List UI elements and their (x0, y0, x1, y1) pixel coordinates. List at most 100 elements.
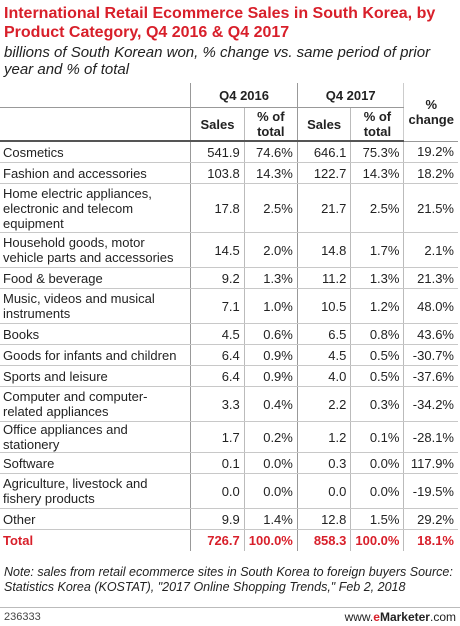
header-pct-total-2016: % of total (243, 107, 298, 142)
cell-category: Food & beverage (0, 267, 191, 289)
cell-pct-change: 48.0% (403, 288, 458, 324)
cell-pct-total-2016: 74.6% (243, 141, 298, 163)
cell-pct-change: 29.2% (403, 508, 458, 530)
cell-sales-2017: 0.0 (296, 473, 351, 509)
cell-sales-2016: 541.9 (190, 141, 245, 163)
cell-pct-total-2017: 1.7% (350, 232, 404, 268)
cell-pct-change: -28.1% (403, 421, 458, 453)
cell-pct-change: 43.6% (403, 323, 458, 345)
cell-pct-change: 21.3% (403, 267, 458, 289)
cell-category: Music, videos and musical instruments (0, 288, 191, 324)
sub-header-row: Sales % of total Sales % of total (0, 107, 458, 142)
cell-sales-2016: 0.1 (190, 452, 245, 474)
cell-sales-2017: 4.5 (296, 344, 351, 366)
cell-pct-change: -37.6% (403, 365, 458, 387)
header-pct-total-2017: % of total (350, 107, 404, 142)
cell-sales-2017: 4.0 (296, 365, 351, 387)
table-row: Software 0.1 0.0% 0.3 0.0% 117.9% (0, 452, 458, 474)
cell-pct-change: 18.2% (403, 162, 458, 184)
cell-pct-total-2017: 0.1% (350, 421, 404, 453)
cell-sales-2016: 6.4 (190, 365, 245, 387)
cell-sales-2016: 6.4 (190, 344, 245, 366)
cell-category: Household goods, motor vehicle parts and… (0, 232, 191, 268)
cell-pct-change: -19.5% (403, 473, 458, 509)
cell-sales-2017: 1.2 (296, 421, 351, 453)
brand-suffix: .com (429, 610, 456, 624)
cell-pct-total-2017: 100.0% (350, 529, 404, 551)
cell-pct-total-2016: 2.0% (243, 232, 298, 268)
table-row: Computer and computer-related appliances… (0, 386, 458, 422)
cell-pct-total-2016: 0.2% (243, 421, 298, 453)
cell-pct-total-2017: 1.5% (350, 508, 404, 530)
cell-sales-2016: 9.9 (190, 508, 245, 530)
chart-header: International Retail Ecommerce Sales in … (4, 4, 456, 78)
cell-pct-total-2016: 0.0% (243, 473, 298, 509)
chart-title: International Retail Ecommerce Sales in … (4, 5, 436, 41)
cell-pct-change: 19.2% (403, 141, 458, 163)
cell-sales-2017: 646.1 (296, 141, 351, 163)
cell-sales-2016: 7.1 (190, 288, 245, 324)
cell-pct-total-2017: 0.8% (350, 323, 404, 345)
cell-pct-total-2016: 0.0% (243, 452, 298, 474)
cell-pct-total-2016: 1.0% (243, 288, 298, 324)
brand-prefix: www. (344, 610, 374, 624)
cell-pct-total-2016: 2.5% (243, 183, 298, 233)
group-header-row: Q4 2016 Q4 2017 % change (0, 83, 458, 142)
cell-sales-2016: 1.7 (190, 421, 245, 453)
footer: 236333 www.eMarketer.com (0, 607, 460, 626)
cell-category: Fashion and accessories (0, 162, 191, 184)
cell-category: Books (0, 323, 191, 345)
cell-sales-2016: 14.5 (190, 232, 245, 268)
table-row: Music, videos and musical instruments 7.1… (0, 288, 458, 324)
table-row: Goods for infants and children 6.4 0.9% 4.5… (0, 344, 458, 366)
cell-pct-change: 21.5% (403, 183, 458, 233)
cell-pct-total-2016: 0.9% (243, 344, 298, 366)
table-row: Office appliances and stationery 1.7 0.2% 1… (0, 421, 458, 453)
cell-sales-2016: 9.2 (190, 267, 245, 289)
cell-pct-total-2017: 1.3% (350, 267, 404, 289)
header-q4-2017: Q4 2017 (296, 83, 404, 108)
cell-category: Agriculture, livestock and fishery produ… (0, 473, 191, 509)
cell-sales-2016: 103.8 (190, 162, 245, 184)
table-row: Home electric appliances, electronic and… (0, 183, 458, 233)
table-body: Cosmetics 541.9 74.6% 646.1 75.3% 19.2% Fashio… (0, 141, 458, 551)
cell-sales-2017: 2.2 (296, 386, 351, 422)
table-row: Fashion and accessories 103.8 14.3% 122.7 14… (0, 162, 458, 184)
cell-pct-total-2017: 0.5% (350, 344, 404, 366)
cell-pct-change: -34.2% (403, 386, 458, 422)
cell-sales-2017: 10.5 (296, 288, 351, 324)
cell-sales-2017: 858.3 (296, 529, 351, 551)
header-q4-2016: Q4 2016 (190, 83, 298, 108)
table-row: Books 4.5 0.6% 6.5 0.8% 43.6% (0, 323, 458, 345)
brand-name: Marketer (379, 610, 430, 624)
cell-pct-change: 2.1% (403, 232, 458, 268)
cell-pct-total-2016: 0.9% (243, 365, 298, 387)
cell-pct-total-2016: 1.4% (243, 508, 298, 530)
cell-sales-2016: 17.8 (190, 183, 245, 233)
cell-pct-total-2017: 0.0% (350, 473, 404, 509)
cell-pct-total-2016: 0.4% (243, 386, 298, 422)
cell-sales-2016: 3.3 (190, 386, 245, 422)
cell-sales-2016: 726.7 (190, 529, 245, 551)
cell-category: Home electric appliances, electronic and… (0, 183, 191, 233)
total-row: Total 726.7 100.0% 858.3 100.0% 18.1% (0, 529, 458, 551)
table-row: Cosmetics 541.9 74.6% 646.1 75.3% 19.2% (0, 141, 458, 163)
cell-sales-2017: 0.3 (296, 452, 351, 474)
cell-pct-total-2016: 100.0% (243, 529, 298, 551)
cell-pct-change: 117.9% (403, 452, 458, 474)
cell-category: Total (0, 529, 191, 551)
cell-category: Goods for infants and children (0, 344, 191, 366)
cell-pct-total-2017: 75.3% (350, 141, 404, 163)
chart-subtitle: billions of South Korean won, % change v… (4, 44, 431, 78)
cell-sales-2016: 4.5 (190, 323, 245, 345)
table-row: Household goods, motor vehicle parts and… (0, 232, 458, 268)
cell-category: Computer and computer-related appliances (0, 386, 191, 422)
cell-pct-total-2017: 0.5% (350, 365, 404, 387)
cell-sales-2016: 0.0 (190, 473, 245, 509)
cell-sales-2017: 21.7 (296, 183, 351, 233)
cell-sales-2017: 6.5 (296, 323, 351, 345)
cell-pct-total-2017: 1.2% (350, 288, 404, 324)
cell-pct-total-2017: 2.5% (350, 183, 404, 233)
data-table: Q4 2016 Q4 2017 % change Sales % of tota… (0, 83, 458, 551)
cell-pct-total-2016: 1.3% (243, 267, 298, 289)
